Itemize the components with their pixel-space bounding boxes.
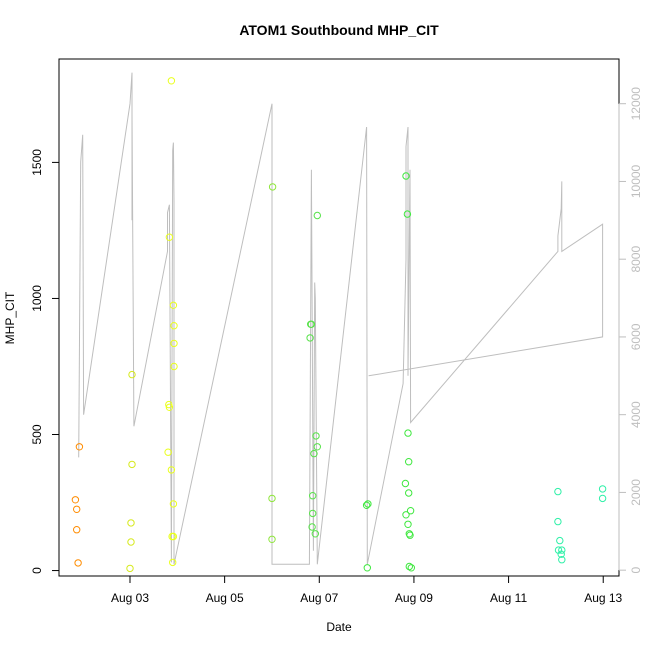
data-point-series-7	[557, 550, 565, 558]
data-point-series-6	[404, 429, 412, 437]
data-point-series-3	[165, 403, 174, 411]
series-line	[78, 72, 604, 565]
data-point-series-3	[170, 362, 178, 371]
data-point-series-6	[405, 562, 413, 571]
data-point-series-6	[406, 531, 414, 539]
data-point-series-7	[558, 546, 566, 554]
data-point-series-3	[167, 77, 176, 85]
data-point-series-5	[308, 523, 316, 531]
data-point-series-3	[165, 233, 174, 241]
y-axis-label: MHP_CIT	[3, 291, 17, 344]
data-point-series-7	[554, 517, 562, 526]
data-point-series-5	[309, 509, 317, 518]
y2-tick-label: 4000	[629, 401, 643, 428]
data-point-series-6	[405, 489, 413, 497]
data-point-series-5	[311, 530, 319, 538]
data-point-series-3	[170, 339, 178, 348]
x-tick-label: Aug 13	[584, 591, 622, 605]
y-axis-right: 0 2000 4000 6000 8000 10000 12000	[618, 87, 643, 574]
data-point-series-4	[268, 183, 277, 191]
y2-tick-label: 6000	[629, 323, 643, 350]
data-point-series-3	[165, 400, 173, 409]
data-point-series-1	[73, 526, 81, 534]
data-point-series-1	[74, 559, 82, 567]
y2-tick-label: 8000	[629, 246, 643, 273]
data-point-series-4	[268, 494, 276, 503]
data-point-series-2	[127, 538, 135, 546]
data-point-series-3	[169, 558, 177, 567]
data-point-series-3	[169, 500, 178, 508]
y2-tick-label: 0	[629, 567, 643, 574]
chart-title: ATOM1 Southbound MHP_CIT	[239, 22, 439, 38]
data-point-series-6	[403, 210, 412, 218]
x-tick-label: Aug 07	[300, 591, 338, 605]
data-point-series-3	[169, 532, 178, 541]
y-tick-label: 1000	[30, 285, 44, 312]
scatter-point-layer	[71, 77, 607, 573]
x-tick-label: Aug 11	[490, 591, 527, 605]
data-point-series-6	[363, 564, 371, 572]
data-point-series-1	[73, 505, 81, 513]
data-point-series-6	[364, 500, 372, 508]
data-point-series-7	[554, 487, 562, 496]
data-point-series-1	[71, 496, 80, 504]
data-point-series-7	[558, 556, 566, 564]
data-point-series-6	[362, 501, 371, 509]
data-point-series-5	[306, 334, 314, 342]
data-point-series-3	[167, 466, 176, 474]
data-point-series-6	[404, 520, 412, 528]
data-point-series-1	[75, 443, 84, 451]
plot-frame	[58, 58, 620, 577]
data-point-series-6	[402, 172, 410, 180]
y2-tick-label: 10000	[629, 164, 643, 198]
y2-tick-label: 12000	[629, 87, 643, 121]
data-point-series-2	[126, 564, 134, 573]
data-point-series-5	[307, 320, 316, 328]
data-point-series-5	[313, 211, 321, 220]
x-tick-label: Aug 09	[395, 591, 433, 605]
right-axis-line-layer	[78, 72, 604, 565]
y-tick-label: 500	[30, 424, 44, 444]
data-point-series-6	[402, 511, 410, 519]
data-point-series-7	[598, 485, 607, 493]
y-tick-label: 1500	[30, 149, 44, 176]
y-tick-label: 0	[30, 567, 44, 574]
data-point-series-5	[309, 492, 317, 500]
data-point-series-5	[313, 443, 321, 451]
data-point-series-5	[312, 432, 320, 440]
data-point-series-6	[401, 479, 410, 488]
data-point-series-6	[406, 507, 415, 515]
x-axis: Aug 03 Aug 05 Aug 07 Aug 09 Aug 11 Aug 13	[111, 575, 623, 605]
data-point-series-2	[127, 519, 135, 527]
data-point-series-4	[268, 535, 276, 543]
data-point-series-6	[407, 564, 415, 572]
data-point-series-7	[598, 494, 607, 503]
data-point-series-5	[310, 449, 318, 458]
data-point-series-7	[556, 536, 564, 545]
x-tick-label: Aug 05	[206, 591, 244, 605]
data-point-series-2	[128, 460, 136, 469]
data-point-series-3	[169, 301, 178, 309]
data-point-series-6	[405, 458, 413, 466]
x-tick-label: Aug 03	[111, 591, 149, 605]
data-point-series-3	[164, 448, 172, 456]
data-point-series-3	[170, 322, 178, 330]
y2-tick-label: 2000	[629, 479, 643, 506]
y-axis-left: 0 500 1000 1500	[30, 149, 60, 574]
x-axis-label: Date	[326, 620, 352, 634]
data-point-series-2	[128, 370, 136, 379]
